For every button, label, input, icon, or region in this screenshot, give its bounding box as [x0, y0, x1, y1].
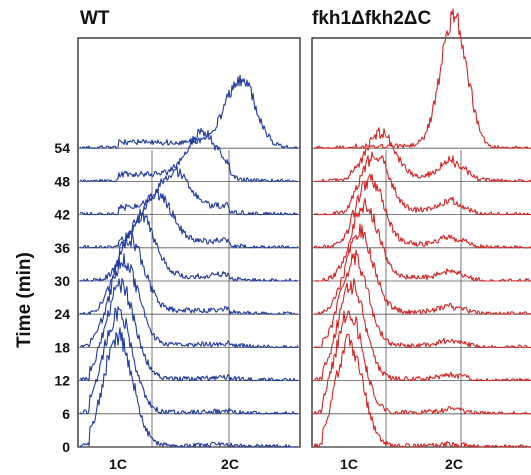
series-line-wt-48 — [79, 128, 298, 182]
series-line-mutant-54 — [314, 8, 531, 149]
series-group-mutant — [313, 8, 531, 448]
y-tick-0: 0 — [62, 439, 70, 455]
panel-title-wt: WT — [80, 8, 110, 29]
series-line-wt-36 — [79, 188, 299, 249]
series-line-wt-30 — [79, 208, 298, 282]
series-line-wt-24 — [79, 231, 298, 315]
x-tick-2c-mutant: 2C — [445, 456, 463, 472]
y-tick-54: 54 — [54, 140, 70, 156]
y-tick-18: 18 — [54, 339, 70, 355]
y-tick-48: 48 — [54, 173, 70, 189]
series-line-wt-54 — [79, 74, 299, 149]
y-tick-30: 30 — [54, 273, 70, 289]
series-line-mutant-0 — [313, 333, 531, 448]
y-tick-36: 36 — [54, 240, 70, 256]
baselines-mutant — [312, 147, 531, 448]
y-tick-42: 42 — [54, 207, 70, 223]
y-tick-24: 24 — [54, 306, 70, 322]
series-line-mutant-6 — [313, 310, 531, 415]
series-line-mutant-36 — [313, 173, 531, 249]
x-tick-2c-wt: 2C — [221, 456, 239, 472]
series-line-mutant-12 — [313, 278, 531, 382]
series-group-wt — [79, 74, 299, 448]
series-line-mutant-42 — [313, 151, 531, 216]
series-line-mutant-48 — [314, 127, 531, 182]
series-line-wt-0 — [79, 327, 298, 448]
series-line-wt-18 — [79, 252, 299, 348]
y-tick-6: 6 — [62, 406, 70, 422]
x-tick-1c-wt: 1C — [109, 456, 127, 472]
series-line-wt-42 — [79, 166, 298, 216]
baselines-wt — [78, 147, 300, 448]
series-line-mutant-18 — [314, 249, 531, 348]
series-line-mutant-24 — [314, 223, 531, 315]
x-tick-1c-mutant: 1C — [340, 456, 358, 472]
series-line-wt-6 — [79, 306, 298, 415]
y-tick-12: 12 — [54, 373, 70, 389]
panel-title-mutant: fkh1Δfkh2ΔC — [312, 8, 431, 29]
y-tick-labels: 0 6 12 18 24 30 36 42 48 54 — [54, 140, 70, 455]
series-line-mutant-30 — [314, 198, 531, 282]
y-axis-title: Time (min) — [14, 252, 35, 348]
series-line-wt-12 — [79, 277, 299, 382]
panel-frame-wt — [77, 37, 301, 448]
